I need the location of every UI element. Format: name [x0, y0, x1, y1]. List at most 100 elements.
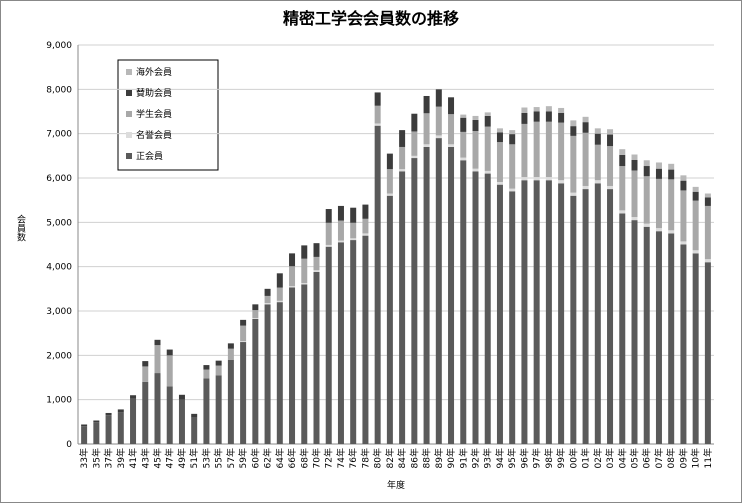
bar-segment: [313, 256, 320, 271]
x-axis-label: 年度: [387, 479, 405, 491]
bar-segment: [93, 422, 100, 444]
bar-segment: [594, 144, 601, 181]
bar-segment: [178, 394, 185, 400]
bar-segment: [252, 318, 259, 444]
bar-segment: [325, 244, 332, 247]
bar-segment: [325, 222, 332, 245]
bar-segment: [386, 195, 393, 444]
bar-segment: [386, 193, 393, 196]
bar-segment: [570, 195, 577, 444]
bar-segment: [435, 138, 442, 444]
x-tick-label: 09年: [677, 448, 689, 468]
bar-segment: [619, 166, 626, 211]
bar-segment: [142, 381, 149, 444]
bar-segment: [643, 166, 650, 177]
legend-swatch: [126, 132, 132, 138]
x-tick-label: 08年: [665, 448, 677, 468]
bar-segment: [668, 169, 675, 180]
bar-segment: [313, 271, 320, 444]
bar-segment: [448, 114, 455, 145]
bar-segment: [545, 180, 552, 444]
bar-segment: [276, 273, 283, 288]
bar-segment: [496, 142, 503, 182]
bar-segment: [313, 243, 320, 257]
bar-segment: [582, 185, 589, 190]
bar-segment: [276, 287, 283, 301]
bar-segment: [362, 233, 369, 236]
x-tick-label: 91年: [457, 448, 469, 468]
bar-segment: [117, 409, 124, 413]
bar-segment: [631, 154, 638, 160]
bar-segment: [607, 185, 614, 190]
bar-segment: [289, 266, 296, 287]
x-tick-label: 39年: [115, 448, 127, 468]
bar-segment: [631, 217, 638, 221]
bar-segment: [704, 193, 711, 198]
x-tick-label: 84年: [396, 448, 408, 468]
bar-segment: [570, 126, 577, 136]
bar-segment: [362, 218, 369, 234]
bar-segment: [350, 238, 357, 241]
bar-segment: [655, 231, 662, 444]
bar-segment: [484, 112, 491, 116]
bar-segment: [448, 97, 455, 115]
bar-segment: [496, 184, 503, 444]
bar-segment: [399, 169, 406, 172]
bar-segment: [203, 378, 210, 444]
bar-segment: [215, 375, 222, 444]
bar-segment: [264, 303, 271, 305]
bar-segment: [264, 288, 271, 296]
bar-segment: [668, 163, 675, 170]
bar-segment: [655, 178, 662, 229]
bar-segment: [570, 192, 577, 196]
x-tick-label: 66年: [286, 448, 298, 468]
chart-title: 精密工学会会員数の推移: [283, 9, 459, 28]
bar-segment: [521, 112, 528, 124]
x-tick-label: 82年: [384, 448, 396, 468]
bar-segment: [460, 117, 467, 132]
bar-segment: [509, 188, 516, 192]
bar-segment: [460, 131, 467, 158]
x-tick-label: 11年: [702, 448, 714, 468]
bar-segment: [399, 146, 406, 170]
x-tick-label: 05年: [629, 448, 641, 468]
x-tick-label: 70年: [311, 448, 323, 468]
bar-segment: [704, 205, 711, 260]
bar-segment: [313, 270, 320, 272]
bar-segment: [607, 189, 614, 444]
bar-segment: [521, 180, 528, 444]
legend-box: [117, 59, 219, 171]
bar-segment: [668, 233, 675, 444]
legend-label: 海外会員: [136, 66, 172, 78]
bar-segment: [374, 105, 381, 124]
bar-segment: [399, 171, 406, 444]
x-tick-label: 97年: [531, 448, 543, 468]
bar-segment: [337, 205, 344, 221]
x-tick-label: 43年: [139, 448, 151, 468]
bar-segment: [704, 262, 711, 444]
bar-segment: [435, 135, 442, 139]
bar-segment: [423, 95, 430, 114]
y-tick-label: 7,000: [46, 130, 72, 140]
bar-segment: [680, 190, 687, 242]
bar-segment: [460, 157, 467, 161]
bar-segment: [460, 114, 467, 118]
bar-segment: [521, 177, 528, 181]
bar-segment: [350, 240, 357, 444]
bar-segment: [301, 245, 308, 259]
bar-segment: [472, 171, 479, 444]
bar-segment: [655, 162, 662, 169]
y-tick-label: 6,000: [46, 174, 72, 184]
x-tick-label: 88年: [421, 448, 433, 468]
bar-segment: [350, 207, 357, 223]
bar-segment: [558, 122, 565, 181]
bar-segment: [240, 341, 247, 343]
bar-segment: [362, 235, 369, 444]
bar-segment: [692, 200, 699, 251]
x-tick-label: 93年: [482, 448, 494, 468]
x-tick-label: 99年: [555, 448, 567, 468]
bar-segment: [545, 106, 552, 112]
y-tick-label: 3,000: [46, 307, 72, 317]
bar-segment: [411, 155, 418, 159]
legend-label: 学生会員: [136, 108, 172, 120]
